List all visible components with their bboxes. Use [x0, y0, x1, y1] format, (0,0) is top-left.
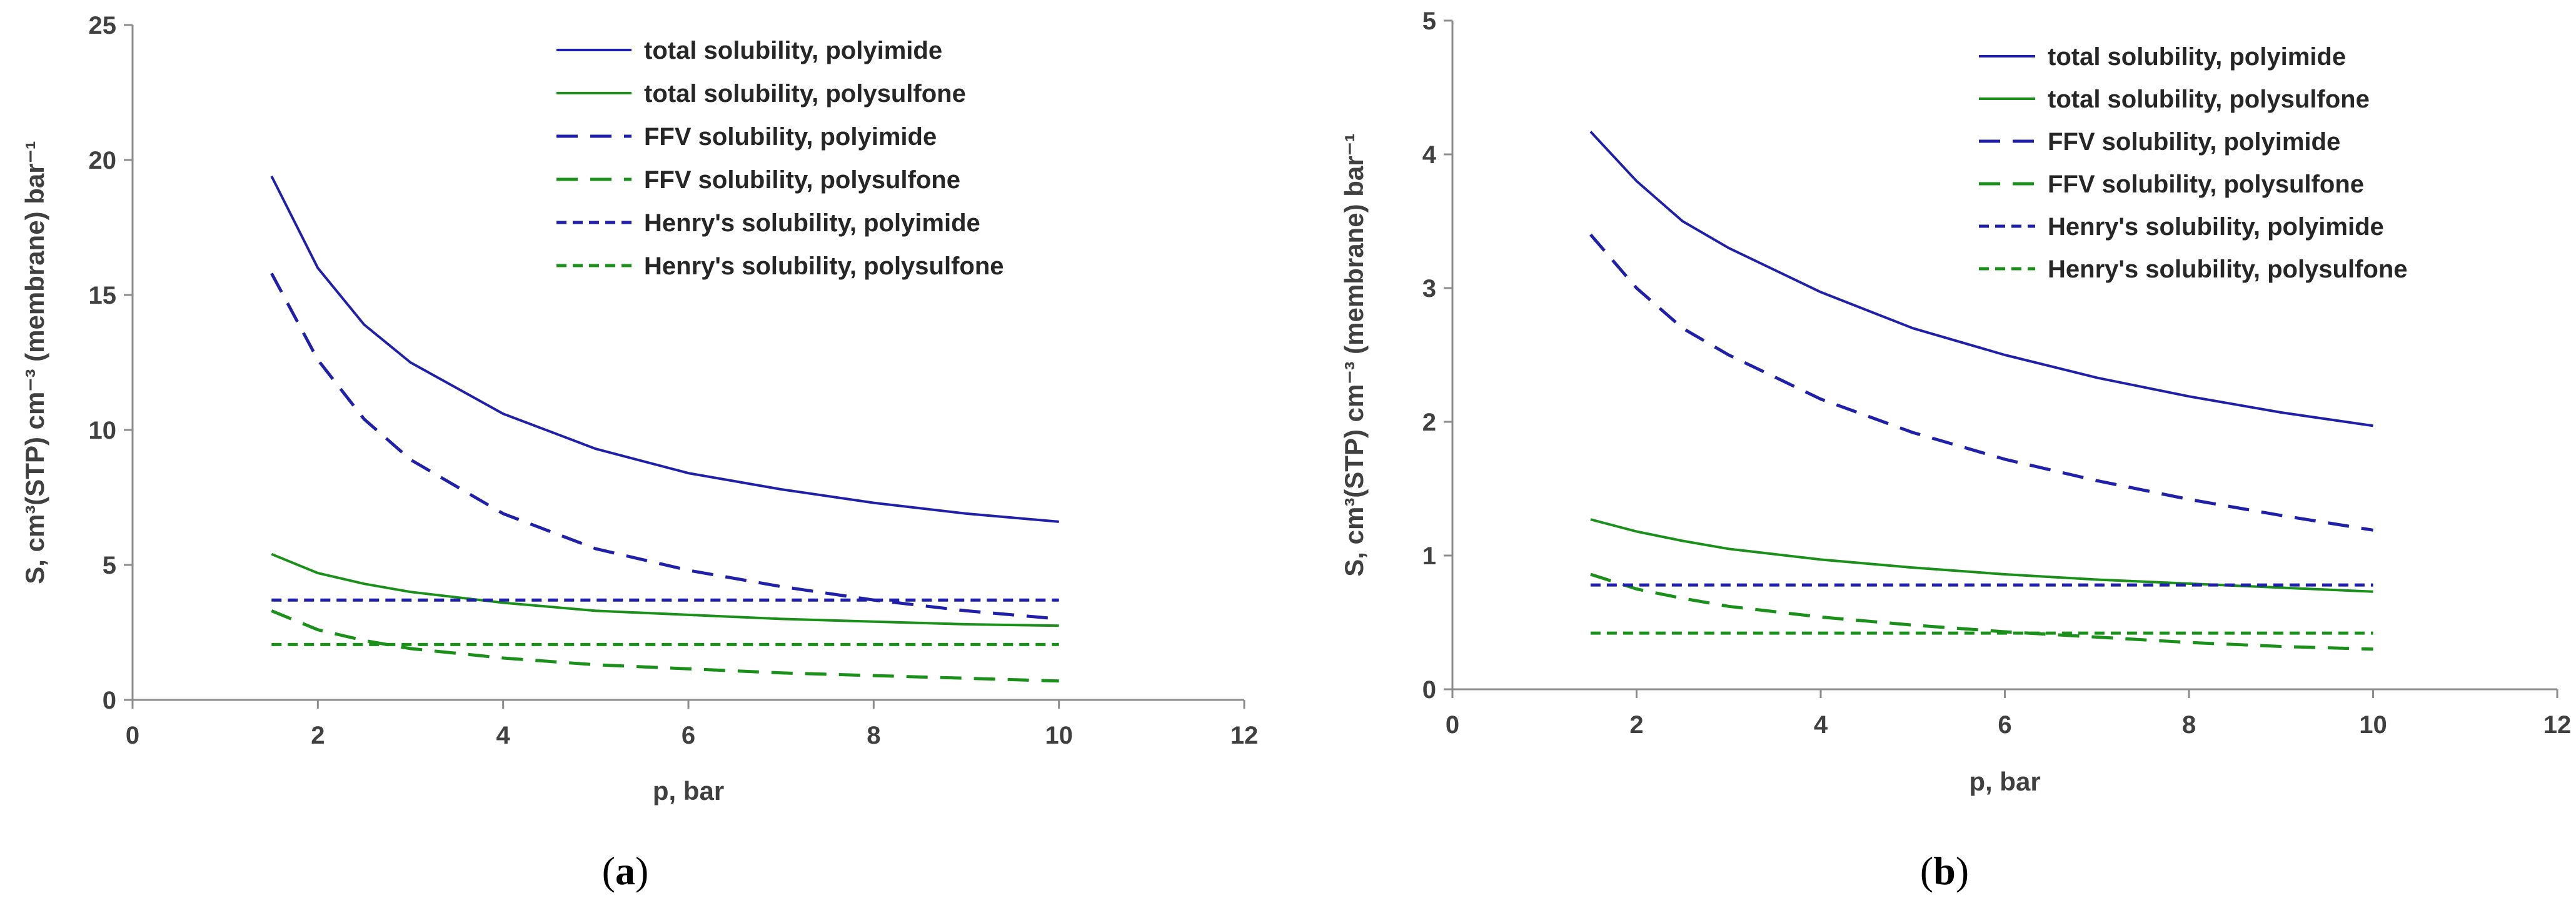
legend-label-4: FFV solubility, polysulfone [2048, 171, 2364, 198]
series-line-4 [1590, 572, 2373, 651]
x-tick-label: 6 [1998, 711, 2011, 739]
y-tick-label: 25 [89, 12, 117, 39]
legend-label-5: Henry's solubility, polyimide [644, 209, 980, 237]
series-line-1 [1589, 131, 2373, 427]
legend-label-1: total solubility, polyimide [644, 37, 942, 64]
y-tick-label: 5 [1422, 7, 1436, 35]
y-tick-label: 5 [103, 552, 116, 579]
x-tick-label: 10 [1045, 722, 1073, 749]
series-line-1 [270, 176, 1059, 523]
y-axis-title: S, cm³(STP) cm⁻³ (membrane) bar⁻¹ [1339, 133, 1369, 576]
legend-label-6: Henry's solubility, polysulfone [644, 252, 1004, 280]
y-tick-label: 0 [103, 687, 116, 714]
y-tick-label: 15 [89, 282, 117, 309]
legend-label-1: total solubility, polyimide [2048, 43, 2346, 71]
legend-label-3: FFV solubility, polyimide [2048, 128, 2340, 156]
x-tick-label: 2 [311, 722, 325, 749]
panel-label: (a) [602, 849, 649, 893]
legend-label-2: total solubility, polysulfone [2048, 86, 2370, 113]
chart-a: 0 5 10 15 20 25 0 2 4 6 8 10 12 p, bar S, cm³(STP) cm⁻… [20, 12, 1258, 893]
legend-label-4: FFV solubility, polysulfone [644, 166, 960, 194]
y-tick-label: 3 [1422, 275, 1436, 302]
panel-label: (b) [1920, 849, 1969, 893]
y-tick-label: 0 [1422, 676, 1436, 704]
y-tick-label: 20 [89, 147, 117, 174]
x-tick-label: 12 [1230, 722, 1259, 749]
x-tick-label: 2 [1629, 711, 1643, 739]
legend-label-5: Henry's solubility, polyimide [2048, 213, 2384, 241]
legend-label-6: Henry's solubility, polysulfone [2048, 256, 2408, 283]
y-tick-label: 2 [1422, 409, 1436, 436]
series-line-3 [1589, 233, 2373, 532]
x-axis-title: p, bar [653, 776, 724, 806]
y-tick-label: 4 [1422, 141, 1437, 169]
legend-label-3: FFV solubility, polyimide [644, 123, 937, 151]
y-tick-label: 1 [1422, 542, 1436, 570]
x-tick-label: 8 [867, 722, 880, 749]
x-tick-label: 4 [1814, 711, 1828, 739]
series-line-4 [271, 609, 1059, 683]
legend-label-2: total solubility, polysulfone [644, 80, 966, 107]
y-tick-label: 10 [89, 417, 117, 444]
x-tick-label: 10 [2359, 711, 2387, 739]
series-line-3 [270, 272, 1059, 621]
x-tick-label: 8 [2182, 711, 2196, 739]
y-axis-title: S, cm³(STP) cm⁻³ (membrane) bar⁻¹ [20, 141, 49, 584]
x-tick-label: 0 [126, 722, 139, 749]
x-tick-label: 0 [1446, 711, 1459, 739]
x-tick-label: 6 [682, 722, 695, 749]
x-tick-label: 4 [496, 722, 511, 749]
x-tick-label: 12 [2543, 711, 2572, 739]
x-axis-title: p, bar [1969, 767, 2040, 796]
series-line-2 [1590, 518, 2373, 593]
series-line-2 [271, 552, 1059, 627]
